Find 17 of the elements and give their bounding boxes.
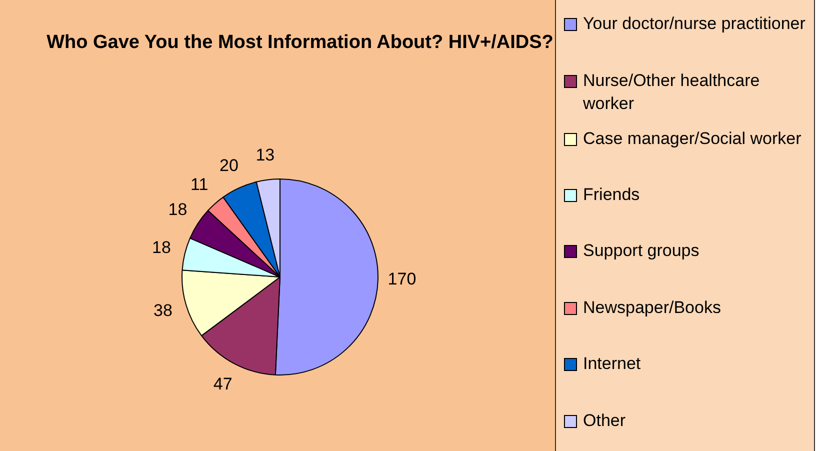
legend-label: Friends [583,184,640,206]
legend-label: Nurse/Other healthcare worker [583,70,761,115]
data-label: 18 [152,238,171,257]
legend-label: Newspaper/Books [583,297,721,319]
data-label: 20 [220,156,238,175]
legend-label: Support groups [583,240,700,262]
data-label: 170 [388,270,416,289]
data-label: 18 [168,200,188,220]
legend-label: Case manager/Social worker [583,128,802,150]
data-label: 38 [153,301,172,320]
data-label: 47 [213,374,232,394]
data-label: 11 [190,175,208,194]
text: Who Gave You the Most Information About? HIV+/AIDS? [46,31,554,55]
legend-label: Internet [583,353,641,375]
legend-label: Your doctor/nurse practitioner [583,13,806,35]
data-label: 13 [256,146,275,165]
legend-label: Other [583,410,626,432]
